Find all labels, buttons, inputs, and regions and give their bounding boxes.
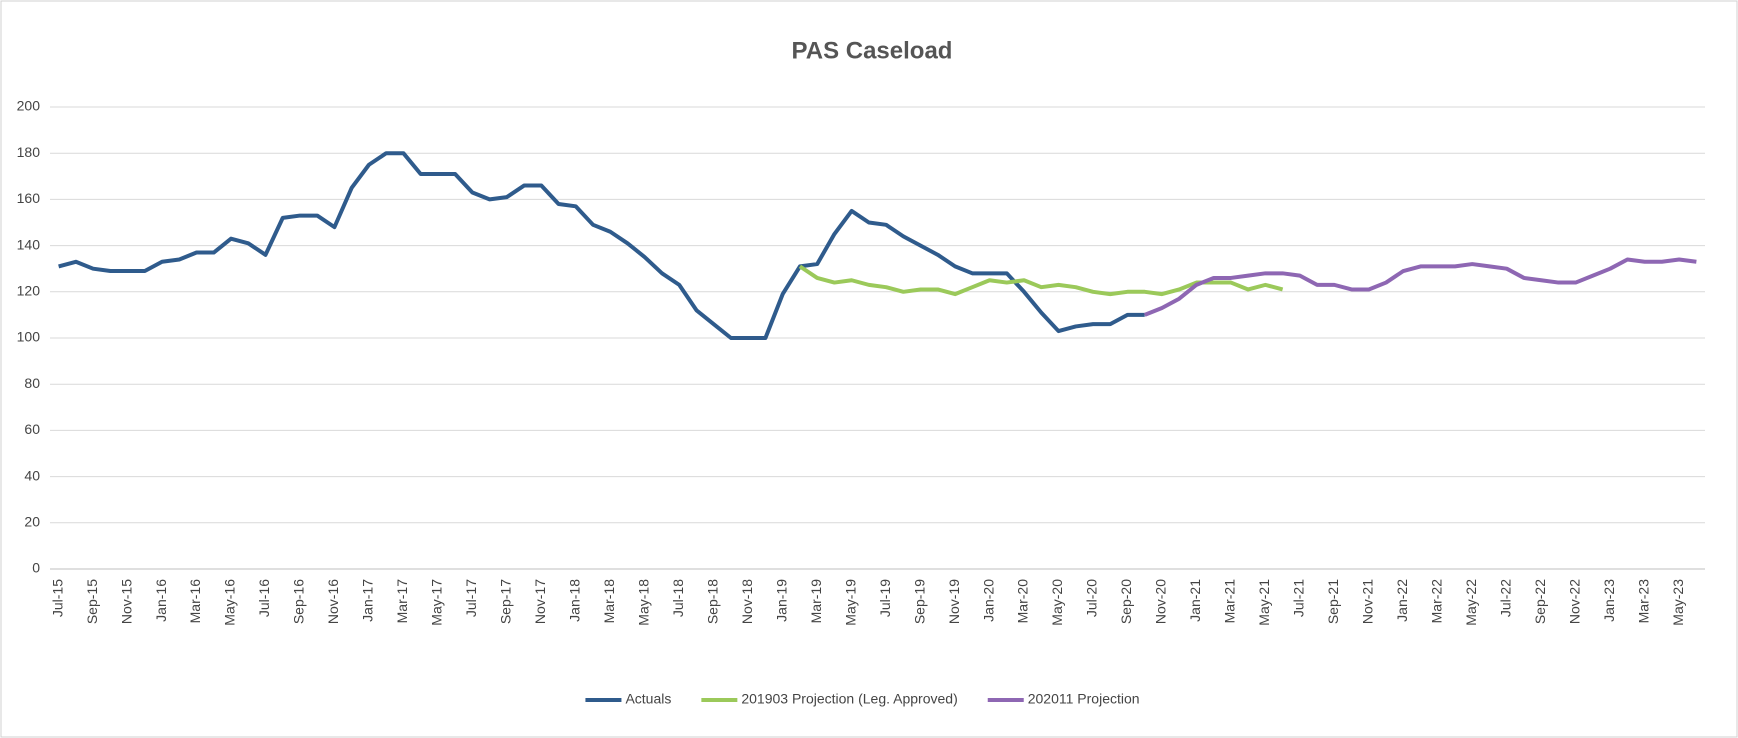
x-tick-label: Jul-17 <box>463 579 479 617</box>
x-tick-label: May-19 <box>842 579 858 626</box>
x-tick-label: May-22 <box>1463 579 1479 626</box>
y-tick-label: 40 <box>24 467 40 483</box>
x-tick-label: Sep-19 <box>911 579 927 624</box>
y-tick-label: 20 <box>24 514 40 530</box>
x-tick-label: Nov-21 <box>1360 579 1376 624</box>
x-tick-label: May-17 <box>429 579 445 626</box>
x-tick-label: May-21 <box>1256 579 1272 626</box>
x-tick-label: Nov-18 <box>739 579 755 624</box>
x-tick-label: Jul-18 <box>670 579 686 617</box>
y-tick-label: 80 <box>24 375 40 391</box>
x-tick-label: Sep-20 <box>1118 579 1134 624</box>
x-tick-label: Nov-17 <box>532 579 548 624</box>
x-tick-label: Nov-20 <box>1153 579 1169 624</box>
x-tick-label: Jan-19 <box>773 579 789 622</box>
y-tick-label: 200 <box>17 98 41 114</box>
x-tick-label: May-23 <box>1670 579 1686 626</box>
y-tick-label: 140 <box>17 236 41 252</box>
x-tick-label: Nov-19 <box>946 579 962 624</box>
series-line <box>58 151 1145 340</box>
x-tick-label: Sep-15 <box>84 579 100 624</box>
x-tick-label: Mar-20 <box>1015 579 1031 624</box>
x-tick-label: Nov-15 <box>118 579 134 624</box>
legend-label: Actuals <box>625 691 671 707</box>
x-tick-label: Jan-21 <box>1187 579 1203 622</box>
x-tick-label: Mar-19 <box>808 579 824 624</box>
x-tick-label: Mar-21 <box>1222 579 1238 624</box>
x-tick-label: Jul-16 <box>256 579 272 617</box>
x-tick-label: Sep-16 <box>291 579 307 624</box>
x-tick-label: Jan-20 <box>980 579 996 622</box>
x-tick-label: Jan-23 <box>1601 579 1617 622</box>
x-tick-label: Jul-21 <box>1291 579 1307 617</box>
x-tick-label: Jan-16 <box>153 579 169 622</box>
x-tick-label: May-20 <box>1049 579 1065 626</box>
x-tick-label: Mar-18 <box>601 579 617 624</box>
y-tick-label: 160 <box>17 190 41 206</box>
x-tick-label: Mar-17 <box>394 579 410 624</box>
x-tick-label: Jan-17 <box>360 579 376 622</box>
x-tick-label: May-18 <box>635 579 651 626</box>
x-tick-label: Sep-18 <box>704 579 720 624</box>
y-tick-label: 60 <box>24 421 40 437</box>
y-tick-label: 0 <box>32 560 40 576</box>
x-tick-label: Jan-18 <box>567 579 583 622</box>
x-tick-label: Mar-22 <box>1428 579 1444 624</box>
x-tick-label: Jul-19 <box>877 579 893 617</box>
chart-title: PAS Caseload <box>792 37 953 64</box>
x-tick-label: May-16 <box>222 579 238 626</box>
x-tick-label: Jul-15 <box>49 579 65 617</box>
x-tick-label: Mar-16 <box>187 579 203 624</box>
x-tick-label: Sep-21 <box>1325 579 1341 624</box>
x-tick-label: Sep-17 <box>498 579 514 624</box>
x-tick-label: Jul-20 <box>1084 579 1100 617</box>
x-tick-label: Sep-22 <box>1532 579 1548 624</box>
x-tick-label: Nov-16 <box>325 579 341 624</box>
legend-label: 202011 Projection <box>1028 691 1140 707</box>
y-tick-label: 100 <box>17 329 41 345</box>
legend-label: 201903 Projection (Leg. Approved) <box>741 691 957 707</box>
series-line <box>1143 257 1697 317</box>
y-tick-label: 120 <box>17 283 41 299</box>
x-tick-label: Jan-22 <box>1394 579 1410 622</box>
x-tick-label: Mar-23 <box>1635 579 1651 624</box>
x-tick-label: Nov-22 <box>1566 579 1582 624</box>
x-tick-label: Jul-22 <box>1497 579 1513 617</box>
y-tick-label: 180 <box>17 144 41 160</box>
